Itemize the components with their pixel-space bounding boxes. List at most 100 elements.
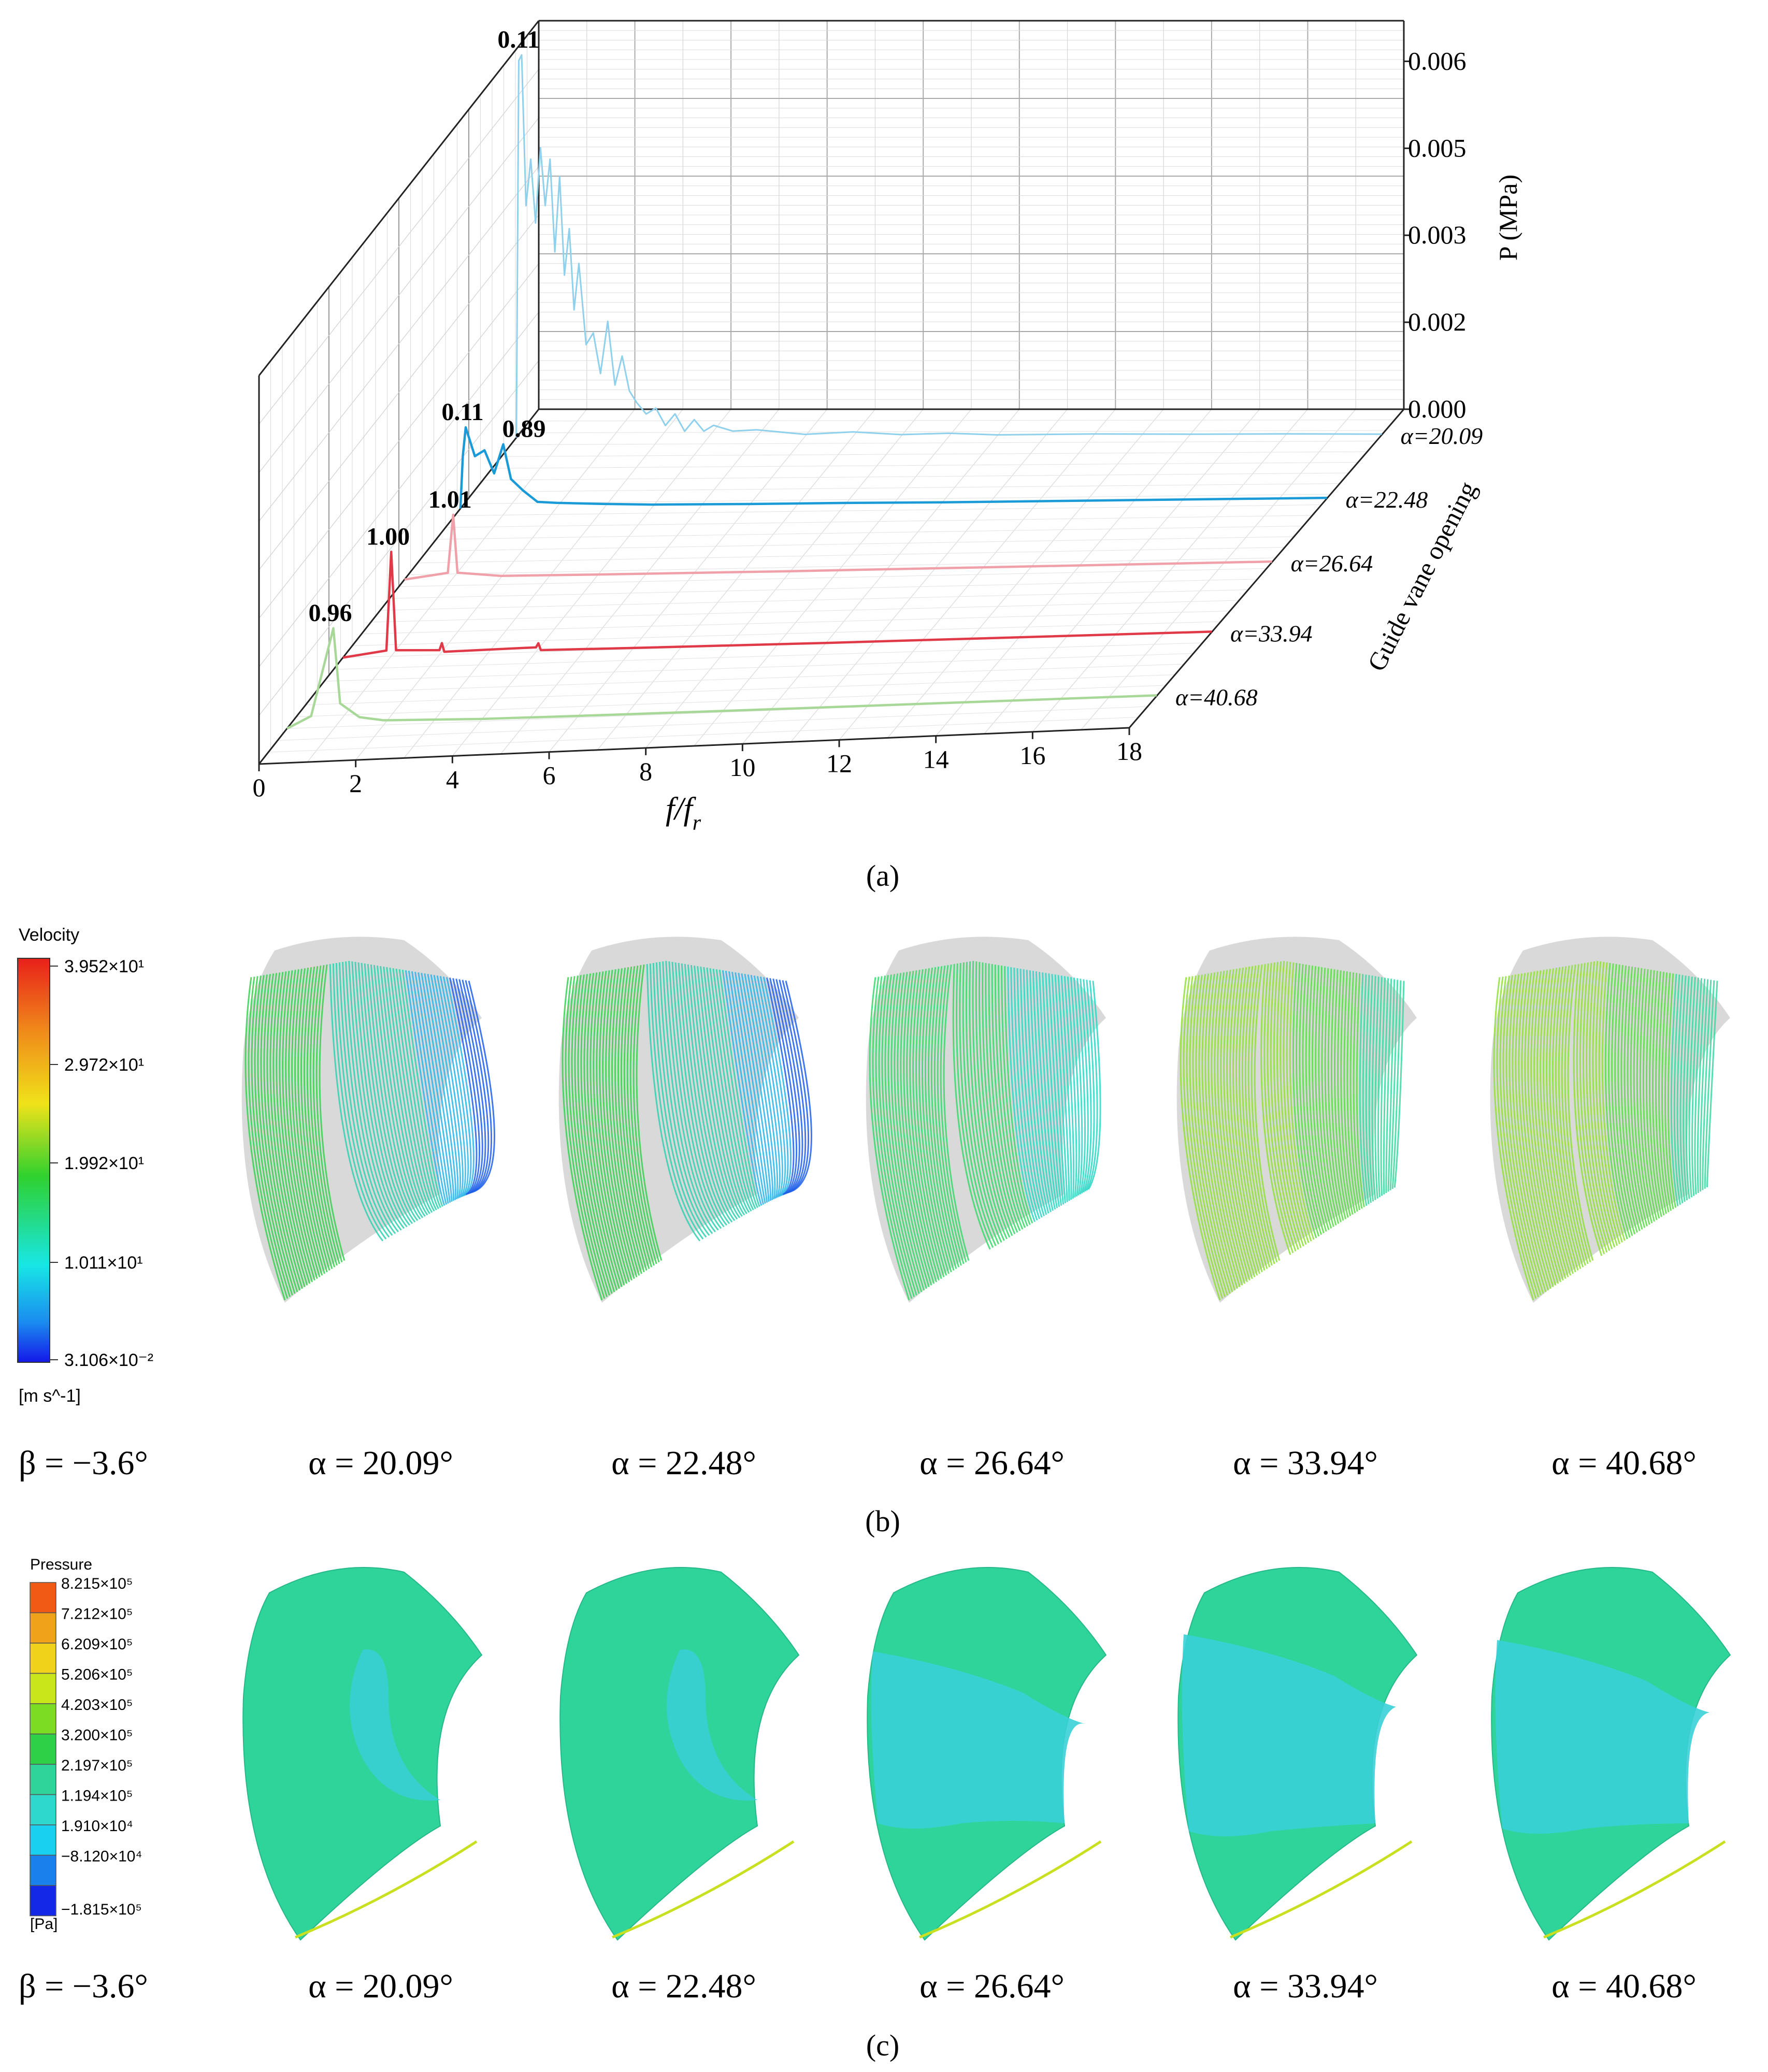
pressure-blade: [1177, 1567, 1418, 1941]
streamline: [279, 971, 313, 1283]
streamline: [1019, 969, 1045, 1217]
streamline: [1706, 981, 1718, 1188]
streamline: [1564, 965, 1591, 1263]
streamline: [571, 975, 610, 1296]
streamline: [1214, 971, 1248, 1283]
streamline: [380, 966, 428, 1216]
streamline: [875, 976, 915, 1298]
streamline: [933, 966, 962, 1266]
captions-b: α = 20.09° α = 22.48° α = 26.64° α = 33.94°…: [308, 1444, 1697, 1482]
streamline: [969, 961, 1005, 1241]
series-line: [515, 54, 1382, 438]
pressure-blades: [242, 1567, 1731, 1941]
velocity-streamline-panel: Velocity 3.952×10¹ 2.972×10¹ 1.992×10¹ 1.01…: [17, 925, 1730, 1538]
sidewall-zgrid: [258, 214, 539, 570]
series-name-label: α=20.09: [1401, 423, 1483, 449]
series-name-label: α=40.68: [1175, 684, 1258, 711]
streamline: [599, 971, 633, 1281]
x-tick-label: 0: [253, 773, 266, 802]
streamline: [759, 976, 789, 1197]
streamline: [1229, 969, 1260, 1274]
streamline: [1359, 974, 1368, 1206]
streamline: [1502, 975, 1542, 1296]
streamline: [1380, 977, 1386, 1196]
streamline: [1679, 975, 1687, 1202]
streamline: [608, 969, 640, 1276]
streamline: [1340, 971, 1354, 1215]
streamline: [1521, 972, 1557, 1286]
floor-grid: [370, 600, 1240, 623]
streamline: [991, 963, 1024, 1230]
z-tick-label: 0.003: [1408, 220, 1467, 249]
blade-edge-high: [295, 1840, 478, 1939]
z-axis-title: P (MPa): [1493, 175, 1522, 261]
streamline: [1084, 980, 1095, 1192]
streamline: [722, 970, 763, 1206]
captions-c: α = 20.09° α = 22.48° α = 26.64° α = 33.94°…: [308, 1967, 1697, 2005]
streamline: [775, 979, 803, 1194]
x-tick-label: 10: [729, 753, 755, 782]
velocity-legend-unit: [m s^-1]: [19, 1386, 81, 1406]
sidewall-zgrid: [258, 263, 539, 619]
streamline: [1699, 979, 1709, 1192]
streamline: [903, 971, 938, 1283]
series-line: [404, 513, 1272, 581]
pressure-legend-value: −8.120×10⁴: [61, 1848, 142, 1865]
streamline: [1013, 968, 1041, 1219]
streamline: [909, 970, 942, 1279]
streamline: [1576, 963, 1605, 1255]
streamline: [1042, 972, 1060, 1207]
alpha-caption: α = 22.48°: [611, 1444, 756, 1482]
streamline: [1238, 967, 1268, 1269]
streamline: [1377, 977, 1383, 1198]
floor-grid: [464, 494, 1331, 505]
streamline: [1260, 963, 1291, 1255]
x-tick-label: 12: [826, 749, 852, 778]
streamline: [1558, 966, 1586, 1266]
streamline: [731, 972, 768, 1203]
streamline: [1524, 972, 1559, 1284]
floor-grid: [445, 515, 1313, 528]
streamline-blade: [241, 937, 495, 1303]
velocity-legend-title: Velocity: [19, 925, 79, 945]
velocity-legend-labels: 3.952×10¹ 2.972×10¹ 1.992×10¹ 1.011×10¹ 3.10…: [50, 957, 153, 1370]
streamline: [1054, 974, 1068, 1202]
streamline: [915, 969, 947, 1276]
blade-edge-high: [612, 1840, 795, 1939]
streamline: [1592, 960, 1618, 1246]
z-tick-label: 0.002: [1408, 307, 1467, 336]
streamline: [1318, 967, 1337, 1226]
streamline: [772, 979, 800, 1195]
streamline: [452, 978, 481, 1195]
streamline: [1362, 974, 1370, 1205]
streamline: [306, 967, 336, 1268]
streamline: [1527, 971, 1562, 1283]
streamline: [357, 962, 410, 1226]
streamline: [436, 975, 466, 1198]
streamline: [424, 973, 457, 1200]
low-pressure-region: [1182, 1634, 1396, 1836]
streamline: [297, 968, 328, 1273]
streamline-blade: [1490, 937, 1730, 1303]
streamline: [596, 971, 630, 1283]
streamline: [329, 964, 384, 1242]
streamline: [1311, 966, 1332, 1229]
streamline: [718, 969, 760, 1207]
streamline: [401, 969, 443, 1207]
streamline: [1548, 968, 1579, 1271]
streamline: [1620, 965, 1641, 1231]
streamline: [309, 966, 338, 1266]
streamline: [1070, 977, 1080, 1197]
beta-label-b: β = −3.6°: [19, 1444, 148, 1482]
streamline: [927, 967, 957, 1269]
streamline: [574, 975, 613, 1294]
floor-grid: [305, 674, 1175, 706]
streamline: [335, 963, 390, 1238]
streamline: [1208, 972, 1243, 1286]
streamline: [312, 966, 340, 1264]
streamline: [1302, 965, 1325, 1233]
streamline: [671, 961, 725, 1228]
streamline: [985, 962, 1018, 1233]
streamline: [245, 977, 286, 1301]
streamline: [1505, 975, 1544, 1294]
